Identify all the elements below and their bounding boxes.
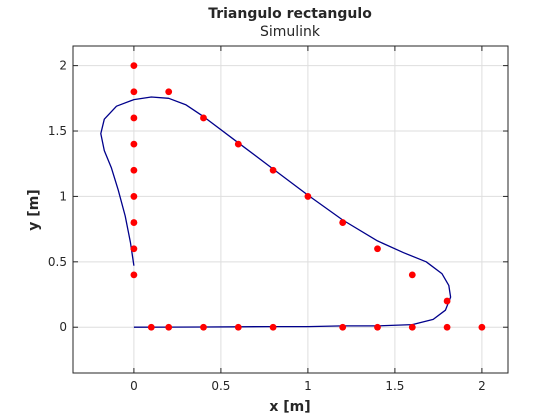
plot-area-frame bbox=[72, 45, 509, 374]
data-point bbox=[408, 323, 416, 331]
data-point bbox=[147, 323, 155, 331]
data-point bbox=[130, 193, 138, 200]
data-point bbox=[130, 219, 138, 226]
chart-title: Triangulo rectangulo bbox=[208, 6, 372, 22]
data-point bbox=[165, 88, 173, 96]
data-point bbox=[200, 323, 207, 331]
data-point bbox=[130, 271, 138, 279]
data-point bbox=[130, 88, 138, 96]
data-point bbox=[234, 140, 242, 148]
data-point bbox=[443, 323, 451, 331]
data-point bbox=[165, 323, 173, 331]
y-tick-label: 0 bbox=[59, 320, 67, 334]
x-tick-label: 1 bbox=[304, 379, 312, 393]
x-tick-layer: 0 0.5 1 1.5 2 bbox=[130, 46, 486, 393]
data-point bbox=[443, 297, 451, 305]
data-point bbox=[339, 323, 347, 331]
data-point bbox=[408, 271, 416, 279]
x-tick-label: 0 bbox=[130, 379, 138, 393]
data-point bbox=[374, 245, 381, 253]
data-point bbox=[269, 166, 277, 174]
data-point bbox=[130, 114, 138, 122]
y-axis-label: y [m] bbox=[26, 189, 42, 230]
y-tick-layer: 0 0.5 1 1.5 2 bbox=[48, 59, 508, 334]
data-point bbox=[478, 323, 486, 331]
y-tick-label: 1 bbox=[59, 189, 67, 203]
y-tick-label: 0.5 bbox=[48, 255, 67, 269]
data-point bbox=[130, 140, 138, 148]
x-axis-label: x [m] bbox=[269, 399, 310, 415]
data-point bbox=[130, 245, 138, 253]
x-tick-label: 1.5 bbox=[385, 379, 404, 393]
y-tick-label: 1.5 bbox=[48, 124, 67, 138]
data-point bbox=[304, 193, 312, 200]
data-point bbox=[130, 166, 138, 174]
x-tick-label: 2 bbox=[478, 379, 486, 393]
data-point bbox=[130, 62, 138, 70]
points-layer bbox=[130, 62, 486, 331]
data-point bbox=[339, 219, 347, 226]
data-point bbox=[200, 114, 207, 122]
y-tick-label: 2 bbox=[59, 59, 67, 73]
data-point bbox=[234, 323, 242, 331]
chart-subtitle: Simulink bbox=[260, 24, 321, 40]
data-point bbox=[374, 323, 381, 331]
data-point bbox=[269, 323, 277, 331]
x-tick-label: 0.5 bbox=[211, 379, 230, 393]
